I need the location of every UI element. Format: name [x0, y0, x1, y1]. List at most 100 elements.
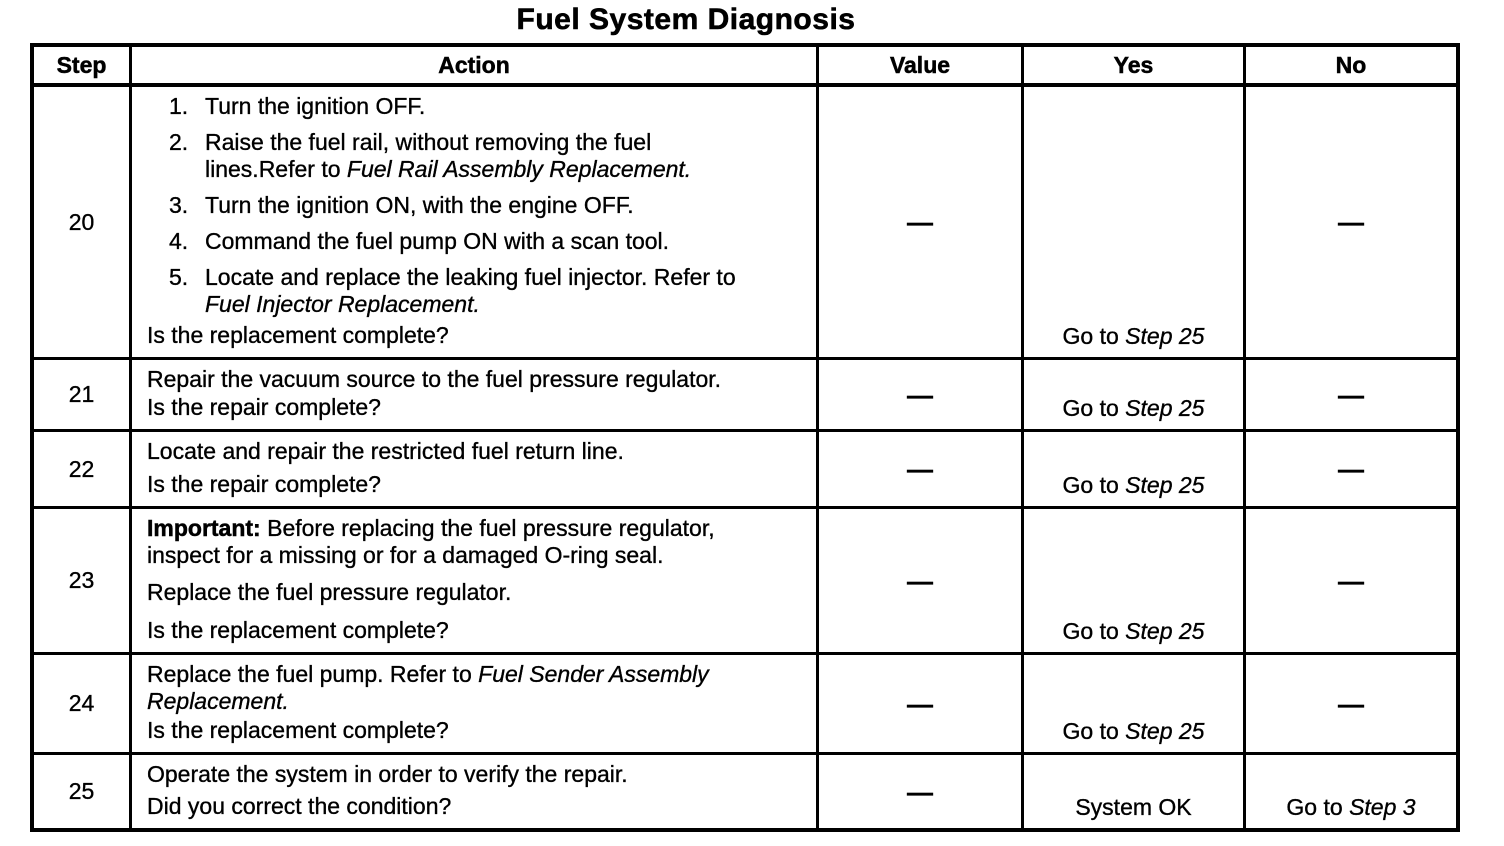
value-cell: — [819, 360, 1024, 429]
question-text: Is the repair complete? [147, 394, 381, 420]
no-cell: — [1246, 509, 1456, 652]
value-cell: — [819, 432, 1024, 506]
important-note: Important: Before replacing the fuel pre… [147, 515, 715, 568]
goto-step-label: Go to Step 25 [1062, 323, 1205, 349]
no-cell: — [1246, 655, 1456, 752]
question-text: Is the repair complete? [147, 471, 381, 497]
value-cell: — [819, 87, 1024, 357]
manual-reference: Fuel Sender Assembly [478, 661, 709, 687]
action-item-text: Turn the ignition OFF. [205, 93, 426, 119]
no-dash: — [1338, 565, 1364, 596]
table-header-row: Step Action Value Yes No [34, 47, 1456, 87]
value-cell: — [819, 755, 1024, 828]
value-dash: — [907, 688, 933, 719]
no-cell: — [1246, 360, 1456, 429]
value-dash: — [907, 565, 933, 596]
action-item-text: Raise the fuel rail, without removing th… [205, 129, 692, 182]
value-cell: — [819, 509, 1024, 652]
action-item-3: 3. Turn the ignition ON, with the engine… [169, 192, 736, 219]
action-item-5: 5. Locate and replace the leaking fuel i… [169, 264, 736, 318]
question-text: Is the replacement complete? [147, 717, 449, 743]
yes-cell: Go to Step 25 [1024, 87, 1246, 357]
yes-cell: Go to Step 25 [1024, 360, 1246, 429]
question-text: Did you correct the condition? [147, 793, 452, 819]
step-reference: Step 25 [1125, 472, 1205, 498]
action-text: Locate and repair the restricted fuel re… [147, 438, 624, 464]
action-item-text: Command the fuel pump ON with a scan too… [205, 228, 670, 254]
value-dash: — [907, 379, 933, 410]
goto-step-label: Go to Step 25 [1062, 618, 1205, 644]
no-dash: — [1338, 454, 1364, 484]
page-title: Fuel System Diagnosis [516, 3, 856, 37]
step-reference: Step 25 [1125, 395, 1205, 421]
no-cell: — [1246, 87, 1456, 357]
action-item-1: 1. Turn the ignition OFF. [169, 93, 736, 120]
goto-step-label: Go to Step 25 [1062, 718, 1205, 744]
action-item-4: 4. Command the fuel pump ON with a scan … [169, 228, 736, 255]
header-value: Value [819, 47, 1024, 83]
value-dash: — [907, 207, 933, 237]
step-number: 23 [34, 509, 132, 652]
step-reference: Step 3 [1349, 794, 1416, 820]
action-text: Replace the fuel pressure regulator. [147, 579, 512, 605]
action-cell: Important: Before replacing the fuel pre… [132, 509, 819, 652]
header-step: Step [34, 47, 132, 83]
no-cell: — [1246, 432, 1456, 506]
action-text: Replace the fuel pump. Refer to Fuel Sen… [147, 661, 709, 714]
table-row-step-23: 23 Important: Before replacing the fuel … [34, 506, 1456, 652]
yes-cell: Go to Step 25 [1024, 655, 1246, 752]
goto-step-label: Go to Step 25 [1062, 395, 1205, 421]
fuel-system-diagnosis-table: Step Action Value Yes No 20 1. Turn the … [30, 43, 1460, 832]
question-text: Is the replacement complete? [147, 617, 449, 643]
system-ok-label: System OK [1075, 794, 1192, 820]
action-cell: Operate the system in order to verify th… [132, 755, 819, 828]
action-list: 1. Turn the ignition OFF. 2. Raise the f… [169, 93, 736, 318]
yes-cell: Go to Step 25 [1024, 432, 1246, 506]
action-cell: 1. Turn the ignition OFF. 2. Raise the f… [132, 87, 819, 357]
list-number: 4. [169, 228, 189, 254]
action-cell: Replace the fuel pump. Refer to Fuel Sen… [132, 655, 819, 752]
action-item-text: Locate and replace the leaking fuel inje… [205, 264, 736, 317]
step-number: 24 [34, 655, 132, 752]
action-item-text: Turn the ignition ON, with the engine OF… [205, 192, 634, 218]
list-number: 2. [169, 129, 189, 155]
table-row-step-20: 20 1. Turn the ignition OFF. 2. Raise th… [34, 87, 1456, 357]
action-cell: Repair the vacuum source to the fuel pre… [132, 360, 819, 429]
goto-step-label: Go to Step 3 [1286, 794, 1416, 820]
no-dash: — [1338, 688, 1364, 719]
yes-cell: System OK [1024, 755, 1246, 828]
list-number: 1. [169, 93, 189, 119]
action-cell: Locate and repair the restricted fuel re… [132, 432, 819, 506]
step-number: 21 [34, 360, 132, 429]
header-action: Action [132, 47, 819, 83]
step-reference: Step 25 [1125, 618, 1205, 644]
step-reference: Step 25 [1125, 323, 1205, 349]
manual-reference: Fuel Rail Assembly Replacement. [346, 156, 692, 182]
value-dash: — [907, 454, 933, 484]
table-row-step-21: 21 Repair the vacuum source to the fuel … [34, 357, 1456, 429]
list-number: 5. [169, 264, 189, 290]
action-item-2: 2. Raise the fuel rail, without removing… [169, 129, 736, 183]
question-text: Is the replacement complete? [147, 322, 449, 348]
step-reference: Step 25 [1125, 718, 1205, 744]
step-number: 25 [34, 755, 132, 828]
yes-cell: Go to Step 25 [1024, 509, 1246, 652]
goto-step-label: Go to Step 25 [1062, 472, 1205, 498]
manual-reference: Fuel Injector Replacement. [205, 291, 480, 317]
list-number: 3. [169, 192, 189, 218]
value-dash: — [907, 776, 933, 807]
action-text: Repair the vacuum source to the fuel pre… [147, 366, 722, 392]
no-cell: Go to Step 3 [1246, 755, 1456, 828]
table-row-step-22: 22 Locate and repair the restricted fuel… [34, 429, 1456, 506]
header-yes: Yes [1024, 47, 1246, 83]
header-no: No [1335, 51, 1367, 78]
no-dash: — [1338, 207, 1364, 237]
action-text: Operate the system in order to verify th… [147, 761, 628, 787]
value-cell: — [819, 655, 1024, 752]
step-number: 22 [34, 432, 132, 506]
manual-reference: Replacement. [147, 688, 289, 714]
table-row-step-24: 24 Replace the fuel pump. Refer to Fuel … [34, 652, 1456, 752]
table-row-step-25: 25 Operate the system in order to verify… [34, 752, 1456, 828]
important-label: Important: [147, 515, 261, 542]
